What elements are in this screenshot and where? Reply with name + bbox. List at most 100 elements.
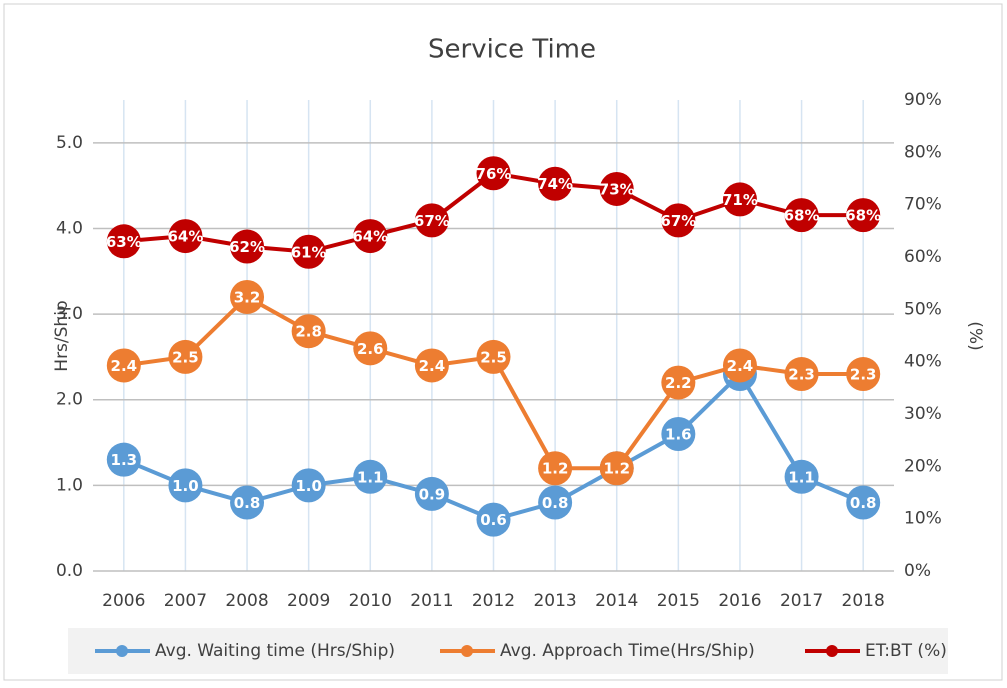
value-label: 1.6 <box>665 425 692 443</box>
marker <box>722 182 757 217</box>
x-tick-label: 2018 <box>842 591 885 611</box>
value-label: 2.3 <box>850 366 877 384</box>
marker <box>414 348 449 383</box>
legend-box <box>68 628 948 674</box>
x-tick-label: 2007 <box>164 591 207 611</box>
marker <box>476 502 511 537</box>
x-tick-label: 2008 <box>225 591 268 611</box>
marker <box>106 348 141 383</box>
y2-tick-label: 10% <box>904 509 942 529</box>
marker <box>722 348 757 383</box>
y2-tick-label: 90% <box>904 90 942 110</box>
marker <box>106 224 141 259</box>
value-label: 1.3 <box>111 451 138 469</box>
value-label: 0.8 <box>850 494 877 512</box>
value-label: 1.1 <box>357 468 384 486</box>
marker <box>661 203 696 238</box>
x-tick-label: 2012 <box>472 591 515 611</box>
marker <box>784 357 819 392</box>
marker <box>414 203 449 238</box>
marker <box>106 442 141 477</box>
x-tick-label: 2013 <box>533 591 576 611</box>
legend-marker <box>826 645 838 657</box>
chart-title: Service Time <box>428 35 596 65</box>
y2-tick-label: 50% <box>904 299 942 319</box>
value-label: 62% <box>229 238 265 256</box>
legend-label: Avg. Approach Time(Hrs/Ship) <box>500 641 755 661</box>
value-label: 63% <box>106 233 142 251</box>
y2-tick-label: 40% <box>904 352 942 372</box>
value-label: 74% <box>537 175 573 193</box>
value-label: 64% <box>167 228 203 246</box>
value-label: 1.2 <box>542 460 569 478</box>
marker <box>291 468 326 503</box>
y-tick-label: 5.0 <box>56 133 83 153</box>
x-tick-label: 2011 <box>410 591 453 611</box>
value-label: 2.5 <box>480 348 507 366</box>
marker <box>538 485 573 520</box>
legend-marker <box>116 645 128 657</box>
marker <box>661 416 696 451</box>
y2-axis-label: (%) <box>965 321 985 350</box>
value-label: 71% <box>722 191 758 209</box>
x-tick-label: 2017 <box>780 591 823 611</box>
value-label: 1.0 <box>295 477 322 495</box>
marker <box>353 219 388 254</box>
marker <box>168 219 203 254</box>
y2-tick-label: 0% <box>904 561 931 581</box>
x-tick-label: 2009 <box>287 591 330 611</box>
marker <box>353 331 388 366</box>
x-tick-label: 2006 <box>102 591 145 611</box>
value-label: 73% <box>599 180 635 198</box>
value-label: 67% <box>414 212 450 230</box>
y2-tick-label: 30% <box>904 404 942 424</box>
value-label: 3.2 <box>234 288 261 306</box>
x-tick-label: 2015 <box>657 591 700 611</box>
value-label: 0.9 <box>419 485 446 503</box>
x-tick-label: 2016 <box>718 591 761 611</box>
value-label: 2.3 <box>788 366 815 384</box>
marker <box>476 339 511 374</box>
marker <box>168 468 203 503</box>
marker <box>291 314 326 349</box>
y-tick-label: 3.0 <box>56 304 83 324</box>
value-label: 67% <box>660 212 696 230</box>
marker <box>846 357 881 392</box>
y2-tick-label: 20% <box>904 456 942 476</box>
marker <box>538 451 573 486</box>
value-label: 64% <box>352 228 388 246</box>
value-label: 2.4 <box>727 357 754 375</box>
legend-label: Avg. Waiting time (Hrs/Ship) <box>155 641 395 661</box>
marker <box>230 485 265 520</box>
legend-marker <box>461 645 473 657</box>
value-label: 2.8 <box>295 323 322 341</box>
marker <box>846 485 881 520</box>
y-tick-label: 4.0 <box>56 218 83 238</box>
x-tick-label: 2010 <box>349 591 392 611</box>
value-label: 61% <box>291 243 327 261</box>
y-tick-label: 0.0 <box>56 561 83 581</box>
value-label: 0.8 <box>542 494 569 512</box>
marker <box>230 279 265 314</box>
value-label: 1.0 <box>172 477 199 495</box>
marker <box>599 451 634 486</box>
marker <box>353 459 388 494</box>
value-label: 2.4 <box>419 357 446 375</box>
value-label: 0.6 <box>480 511 507 529</box>
marker <box>538 166 573 201</box>
marker <box>230 229 265 264</box>
y-tick-label: 1.0 <box>56 475 83 495</box>
marker <box>168 339 203 374</box>
y-tick-label: 2.0 <box>56 390 83 410</box>
marker <box>476 156 511 191</box>
value-label: 68% <box>845 207 881 225</box>
value-label: 0.8 <box>234 494 261 512</box>
value-label: 1.2 <box>603 460 630 478</box>
marker <box>599 171 634 206</box>
marker <box>291 234 326 269</box>
value-label: 2.4 <box>111 357 138 375</box>
y2-tick-label: 80% <box>904 142 942 162</box>
y-axis-label: Hrs/Ship <box>52 300 72 371</box>
x-tick-label: 2014 <box>595 591 638 611</box>
